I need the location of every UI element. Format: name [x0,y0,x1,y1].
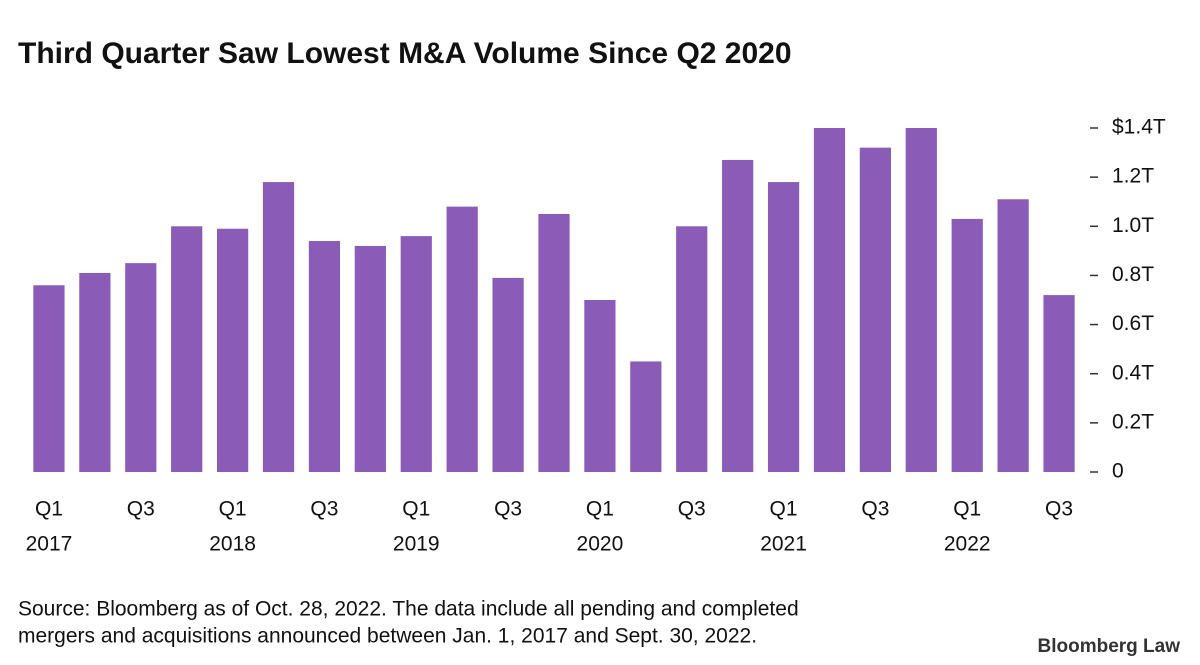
x-year-label: 2022 [944,533,991,556]
x-tick-label: Q3 [861,498,889,521]
y-tick-label: 0.6T [1112,312,1154,335]
x-tick-label: Q1 [953,498,981,521]
bar [1043,295,1075,472]
bar [171,226,203,472]
x-tick-label: Q3 [1045,498,1073,521]
x-tick-label: Q3 [127,498,155,521]
x-tick-label: Q3 [494,498,522,521]
bar [400,236,432,472]
bar [859,147,892,472]
bar [125,263,157,472]
y-tick-label: 1.2T [1112,165,1154,188]
bar [79,272,111,472]
y-tick-label: 0.2T [1112,410,1154,433]
y-tick-label: 0 [1112,460,1124,483]
bar [951,218,983,472]
x-year-label: 2021 [760,533,807,556]
chart-title: Third Quarter Saw Lowest M&A Volume Sinc… [18,37,792,70]
y-tick-label: $1.4T [1112,116,1166,139]
x-tick-label: Q1 [219,498,247,521]
bar [997,199,1029,472]
bar [722,159,754,472]
x-year-label: 2017 [26,533,73,556]
bar [308,241,341,472]
brand: Bloomberg Law [1037,636,1180,657]
x-year-label: 2019 [393,533,440,556]
source-note: Source: Bloomberg as of Oct. 28, 2022. T… [18,598,799,621]
bar [767,182,800,473]
bar [354,245,386,472]
bar [905,128,937,472]
bar [538,214,570,472]
x-tick-label: Q1 [402,498,430,521]
source-note: mergers and acquisitions announced betwe… [18,625,757,648]
x-tick-label: Q1 [770,498,798,521]
bar [216,228,249,472]
bar [813,128,846,472]
x-year-label: 2020 [577,533,624,556]
bar [492,277,524,472]
bar [33,285,65,472]
bar [630,361,662,472]
x-tick-label: Q1 [586,498,614,521]
y-tick-label: 0.4T [1112,361,1154,384]
x-year-label: 2018 [209,533,256,556]
bar [676,226,708,472]
y-tick-label: 1.0T [1112,214,1154,237]
bar [584,300,616,472]
bar [262,182,295,473]
x-tick-label: Q3 [678,498,706,521]
y-tick-label: 0.8T [1112,263,1154,286]
x-tick-label: Q1 [35,498,63,521]
x-tick-label: Q3 [310,498,338,521]
bar [446,206,478,472]
